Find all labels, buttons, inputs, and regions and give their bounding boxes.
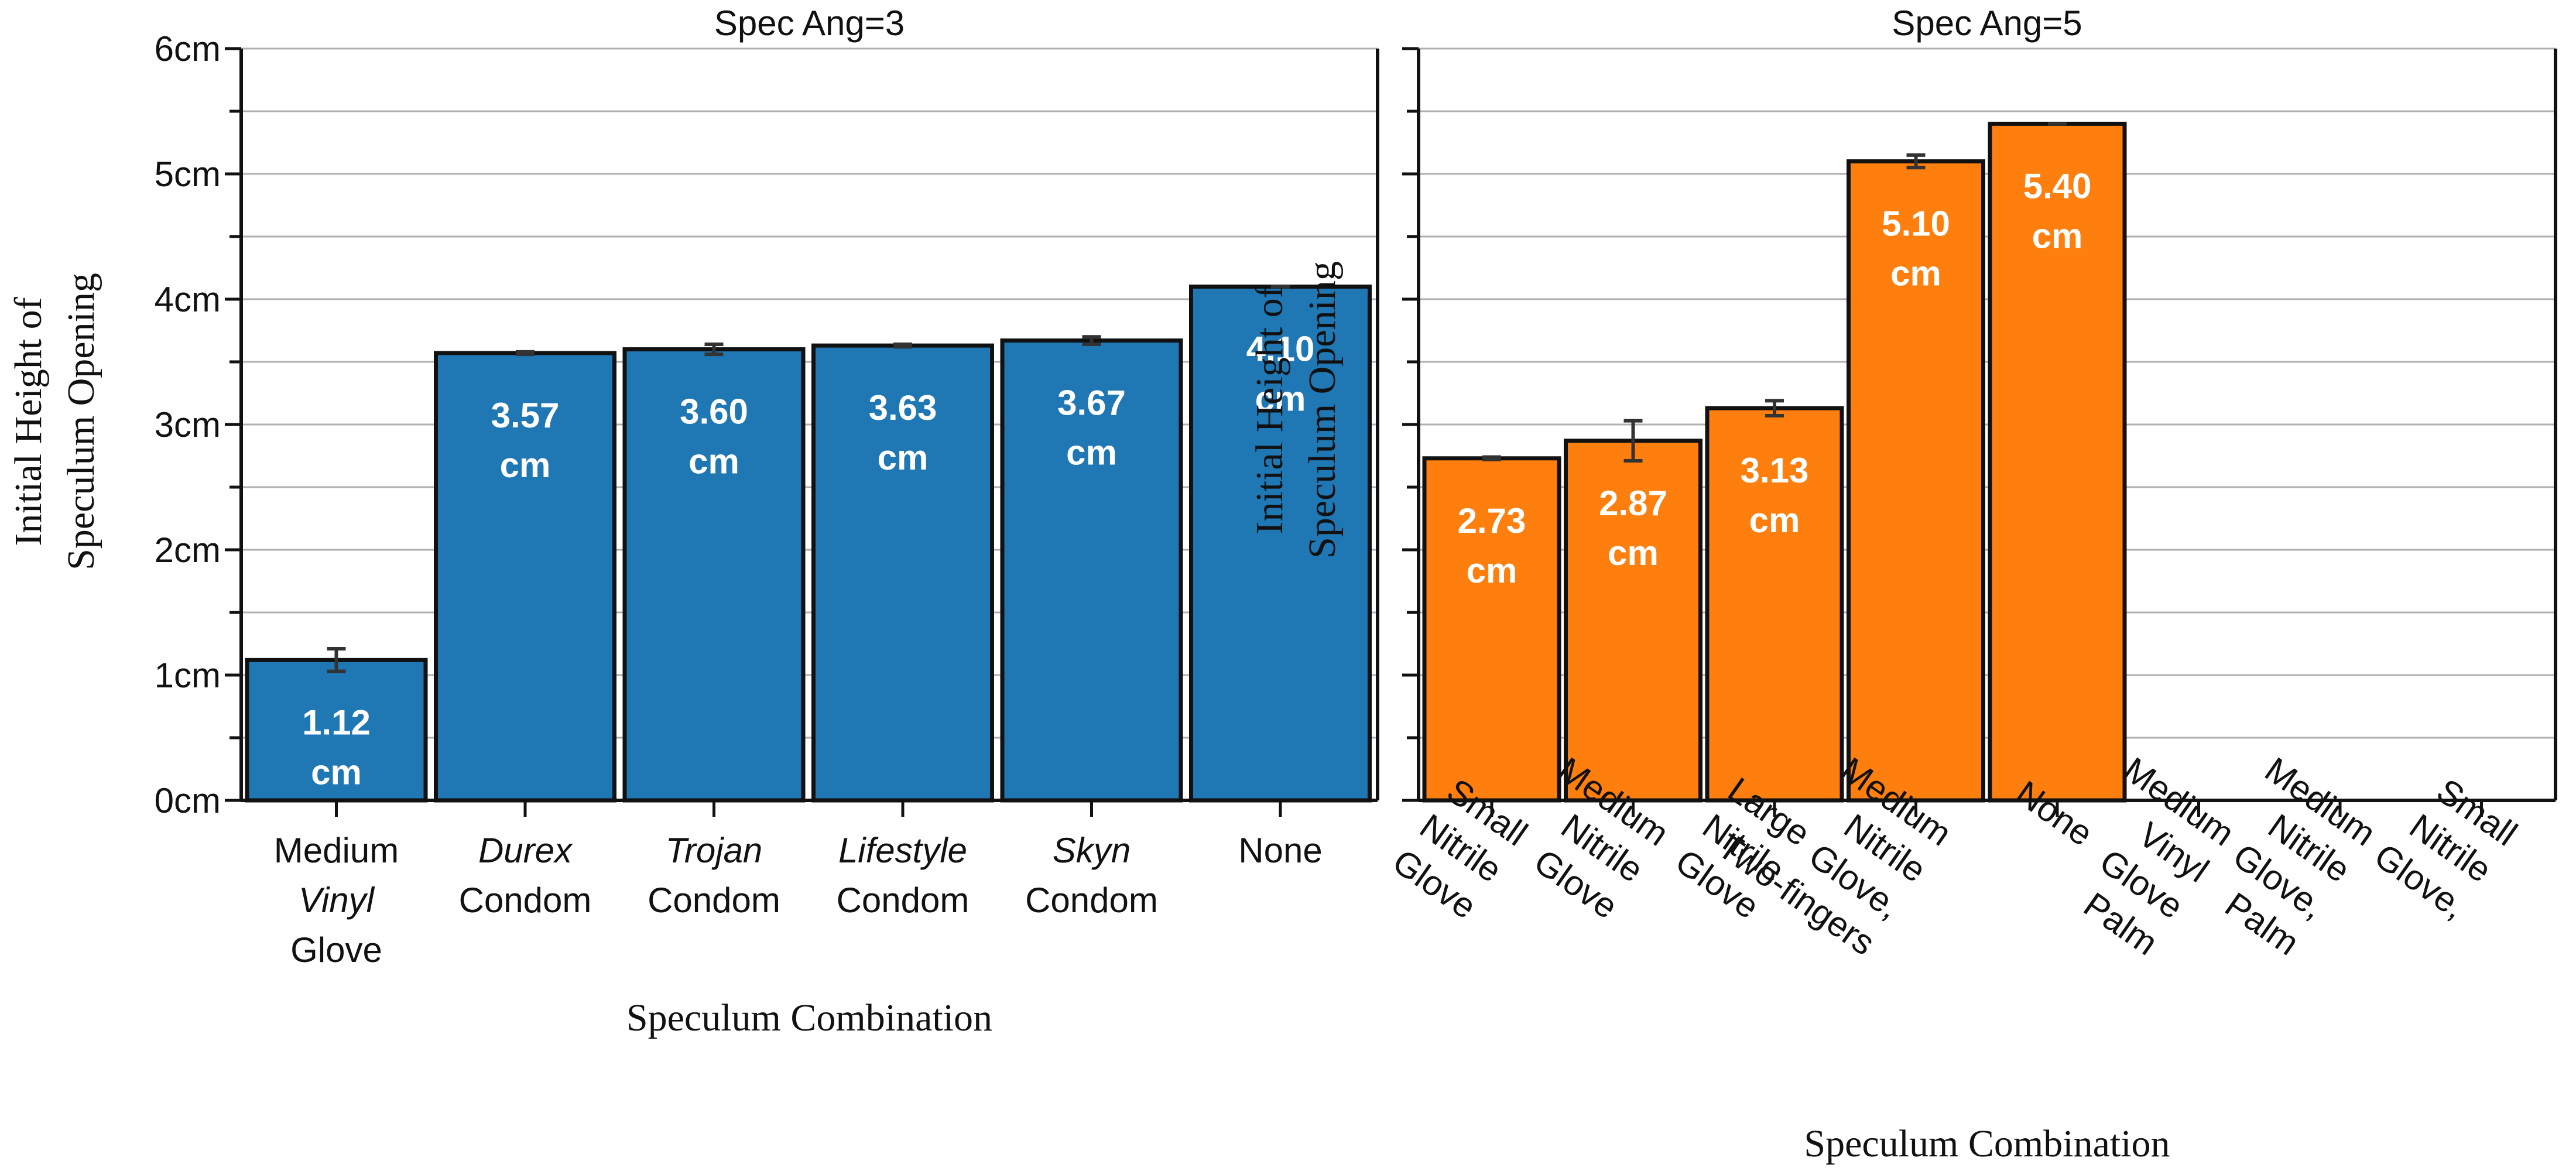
y-tick-label: 4cm bbox=[155, 280, 221, 319]
y-tick-label: 5cm bbox=[155, 155, 221, 194]
category-label-8: SmallNitrileGlove, bbox=[2368, 763, 2524, 926]
bar-2 bbox=[1564, 439, 1703, 803]
y-tick-label: 1cm bbox=[155, 656, 221, 695]
category-label-3: Trojan Condom bbox=[648, 831, 780, 920]
category-label-6: None bbox=[1238, 831, 1322, 870]
bar-value-label: 1.12 cm bbox=[302, 703, 371, 792]
bar-value-label: 2.73 cm bbox=[1458, 501, 1526, 590]
bar-value-label: 3.13 cm bbox=[1741, 451, 1809, 540]
bar-1 bbox=[245, 658, 428, 803]
x-axis-label: Speculum Combination bbox=[626, 997, 992, 1039]
bar-value-label: 4.10 cm bbox=[1246, 330, 1315, 419]
panel-title: Spec Ang=3 bbox=[714, 4, 905, 43]
bar-2 bbox=[434, 351, 616, 803]
category-label-5: Skyn Condom bbox=[1025, 831, 1158, 920]
bar-value-label: 3.67 cm bbox=[1057, 384, 1126, 472]
bar-6 bbox=[1189, 285, 1372, 803]
bar-value-label: 2.87 cm bbox=[1599, 484, 1667, 573]
panel-spec-ang-5: 2.73 cm 2.87 cm 3.13 cm 5.10 cm 5.40 cm SmallNitri… bbox=[1248, 4, 2557, 1165]
y-tick-label: 2cm bbox=[155, 530, 221, 570]
bar-value-label: 3.60 cm bbox=[680, 392, 748, 481]
x-axis-label: Speculum Combination bbox=[1804, 1122, 2170, 1165]
bar-value-label: 3.57 cm bbox=[491, 396, 560, 485]
panel-spec-ang-3: 1.12 cm 3.57 cm 3.60 cm 3.63 cm 3.67 cm 4.10 cm 0cm 1… bbox=[7, 4, 1379, 1039]
bar-value-label: 5.40 cm bbox=[2023, 166, 2092, 255]
bar-1 bbox=[1422, 456, 1561, 803]
bar-value-label: 3.63 cm bbox=[869, 388, 937, 477]
category-label-1: Medium Vinyl Glove bbox=[274, 831, 399, 970]
bar-5 bbox=[1988, 121, 2127, 803]
bar-5 bbox=[1000, 338, 1183, 803]
category-label-2: Durex Condom bbox=[459, 831, 592, 920]
bar-3 bbox=[622, 347, 806, 803]
y-tick-label: 0cm bbox=[155, 781, 221, 820]
bar-value-label: 5.10 cm bbox=[1882, 204, 1950, 293]
y-axis-label: Initial Height of Speculum Opening bbox=[7, 273, 102, 570]
y-axis-label: Initial Height of Speculum Opening bbox=[1248, 261, 1344, 559]
category-label-4: Lifestyle Condom bbox=[837, 831, 970, 920]
y-tick-label: 3cm bbox=[155, 405, 221, 444]
panel-title: Spec Ang=5 bbox=[1892, 4, 2082, 43]
y-tick-label: 6cm bbox=[155, 29, 221, 69]
